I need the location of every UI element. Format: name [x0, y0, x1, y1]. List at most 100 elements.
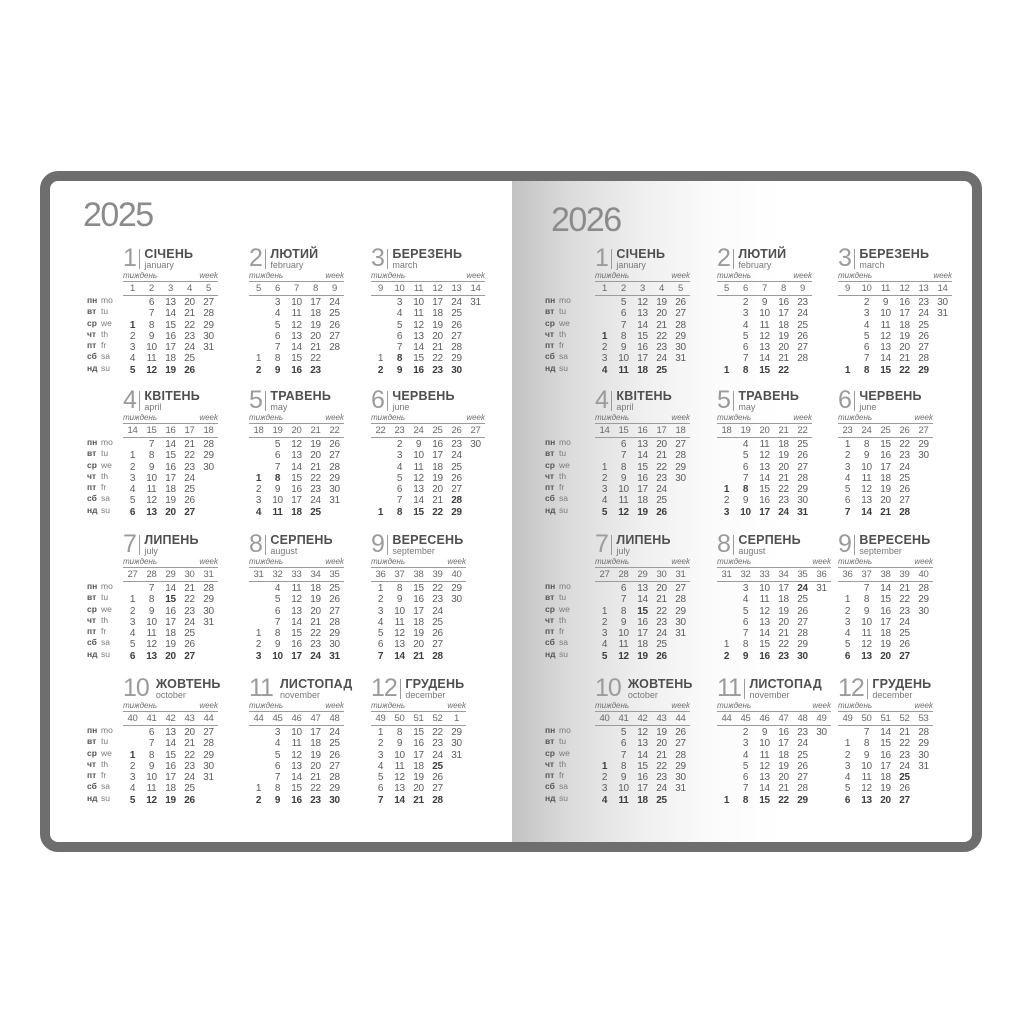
weekday-label-uk: пт [545, 626, 555, 637]
date-row: 4 11 18 25 [249, 507, 344, 518]
month-number: 6 [371, 386, 385, 414]
date-cell: 17 [165, 772, 176, 784]
week-numbers-row: 40 41 42 43 44 [595, 711, 690, 726]
date-cell: 4 [601, 639, 608, 651]
date-row: 1 8 15 22 29 [371, 727, 466, 738]
month-december-2026: 12 ГРУДЕНЬ december тиждень week 49 50 51 52 53 7 1… [838, 676, 933, 806]
date-cell: 24 [184, 616, 195, 628]
date-cell [199, 795, 218, 806]
date-cell: 13 [637, 308, 648, 320]
month-name-uk: ЛИСТОПАД [749, 677, 822, 691]
date-row: 2 9 16 23 30 [595, 617, 690, 628]
date-cell: 16 [637, 772, 648, 784]
month-names: ЛИПЕНЬ july [616, 534, 670, 556]
date-row: 6 13 20 27 [249, 450, 344, 461]
month-number: 7 [123, 530, 137, 558]
date-cell: 24 [918, 308, 929, 320]
week-numbers-row: 27 28 29 30 31 [123, 567, 218, 582]
date-cell: 30 [203, 330, 214, 342]
date-cell: 30 [675, 616, 686, 628]
date-cell: 13 [394, 639, 405, 651]
date-cell: 12 [146, 794, 157, 806]
week-label-en: week [199, 701, 218, 710]
weekday-label: вт tu [87, 448, 121, 459]
dates-grid: 2 9 16 23 30 3 10 17 24 4 11 18 25 5 12 19 26 6 13 20 27 7 14 2… [371, 439, 485, 518]
date-cell [812, 606, 831, 617]
weekday-label-uk: сб [545, 637, 555, 648]
dates-grid: 6 13 20 27 7 14 21 28 1 8 15 22 29 2 9 16 23 30 3 10 17 24 31 4… [123, 727, 218, 806]
weekday-label-uk: пн [545, 725, 556, 735]
weekday-label-en: su [101, 362, 110, 373]
week-label-uk: тиждень [123, 271, 158, 280]
date-cell [123, 297, 142, 308]
date-cell: 19 [778, 760, 789, 772]
week-label-row: тиждень week [123, 271, 218, 280]
date-cell: 22 [899, 364, 910, 376]
date-cell [914, 772, 933, 783]
date-cell: 12 [413, 472, 424, 484]
week-number: 8 [781, 283, 786, 294]
week-number: 14 [127, 425, 138, 436]
month-names: ЛИСТОПАД november [280, 678, 353, 700]
week-label-en: week [671, 557, 690, 566]
date-cell: 5 [620, 727, 627, 738]
date-cell [914, 484, 933, 495]
week-number: 42 [165, 713, 176, 724]
week-number: 34 [310, 569, 321, 580]
date-row: 1 8 15 22 29 [717, 484, 812, 495]
date-cell: 11 [880, 319, 891, 331]
date-cell [914, 639, 933, 650]
date-cell: 29 [918, 439, 929, 450]
date-cell: 23 [184, 605, 195, 617]
date-cell: 29 [918, 364, 929, 376]
week-number: 12 [899, 283, 910, 294]
date-cell: 22 [656, 605, 667, 617]
date-cell: 28 [432, 794, 443, 806]
date-row: 7 14 21 28 [838, 353, 952, 364]
date-cell [812, 795, 831, 806]
date-cell [914, 651, 933, 662]
week-number: 18 [721, 425, 732, 436]
date-cell: 12 [146, 364, 157, 376]
month-header: 6 ЧЕРВЕНЬ june [838, 388, 933, 413]
date-row: 4 11 18 25 [123, 628, 218, 639]
date-cell [249, 297, 268, 308]
week-label-uk: тиждень [123, 413, 158, 422]
date-cell: 7 [396, 342, 403, 354]
date-cell: 2 [723, 495, 730, 507]
date-cell: 3 [377, 749, 384, 761]
date-cell: 20 [413, 783, 424, 795]
date-cell [371, 308, 390, 319]
weekday-label: чт th [545, 471, 579, 482]
date-cell: 10 [861, 616, 872, 628]
date-cell: 15 [637, 461, 648, 473]
month-names: ГРУДЕНЬ december [872, 678, 931, 700]
date-cell: 27 [329, 605, 340, 617]
weekday-label: сб sa [545, 781, 579, 792]
month-name-en: june [392, 402, 410, 412]
weekday-label-uk: ср [87, 747, 97, 758]
date-cell: 1 [255, 353, 262, 365]
week-label-en: week [914, 557, 933, 566]
date-cell: 7 [863, 727, 870, 738]
date-cell [249, 462, 268, 473]
month-name-en: february [738, 260, 772, 270]
date-cell: 19 [165, 495, 176, 507]
date-cell: 13 [146, 650, 157, 662]
date-cell: 29 [203, 450, 214, 462]
weekday-label-uk: чт [87, 328, 97, 339]
dates-grid: 7 14 21 28 1 8 15 22 29 2 9 16 23 30 3 10 17 24 31 4 11 18 25 5… [123, 583, 218, 662]
date-cell: 21 [432, 342, 443, 354]
weekday-label: пт fr [87, 482, 121, 493]
date-cell: 22 [310, 472, 321, 484]
weekday-label-en: th [101, 470, 109, 481]
weekday-label-en: we [101, 603, 112, 614]
date-cell: 19 [637, 650, 648, 662]
month-name-uk: ТРАВЕНЬ [738, 389, 800, 403]
dates-grid: 7 14 21 28 1 8 15 22 29 2 9 16 23 30 3 10 17 24 4 11 18 25 5 12… [838, 583, 933, 662]
date-cell: 7 [742, 628, 749, 640]
week-label-row: тиждень week [838, 271, 952, 280]
date-cell: 26 [184, 495, 195, 507]
week-number: 13 [451, 283, 462, 294]
weekday-label-en: tu [101, 448, 109, 459]
